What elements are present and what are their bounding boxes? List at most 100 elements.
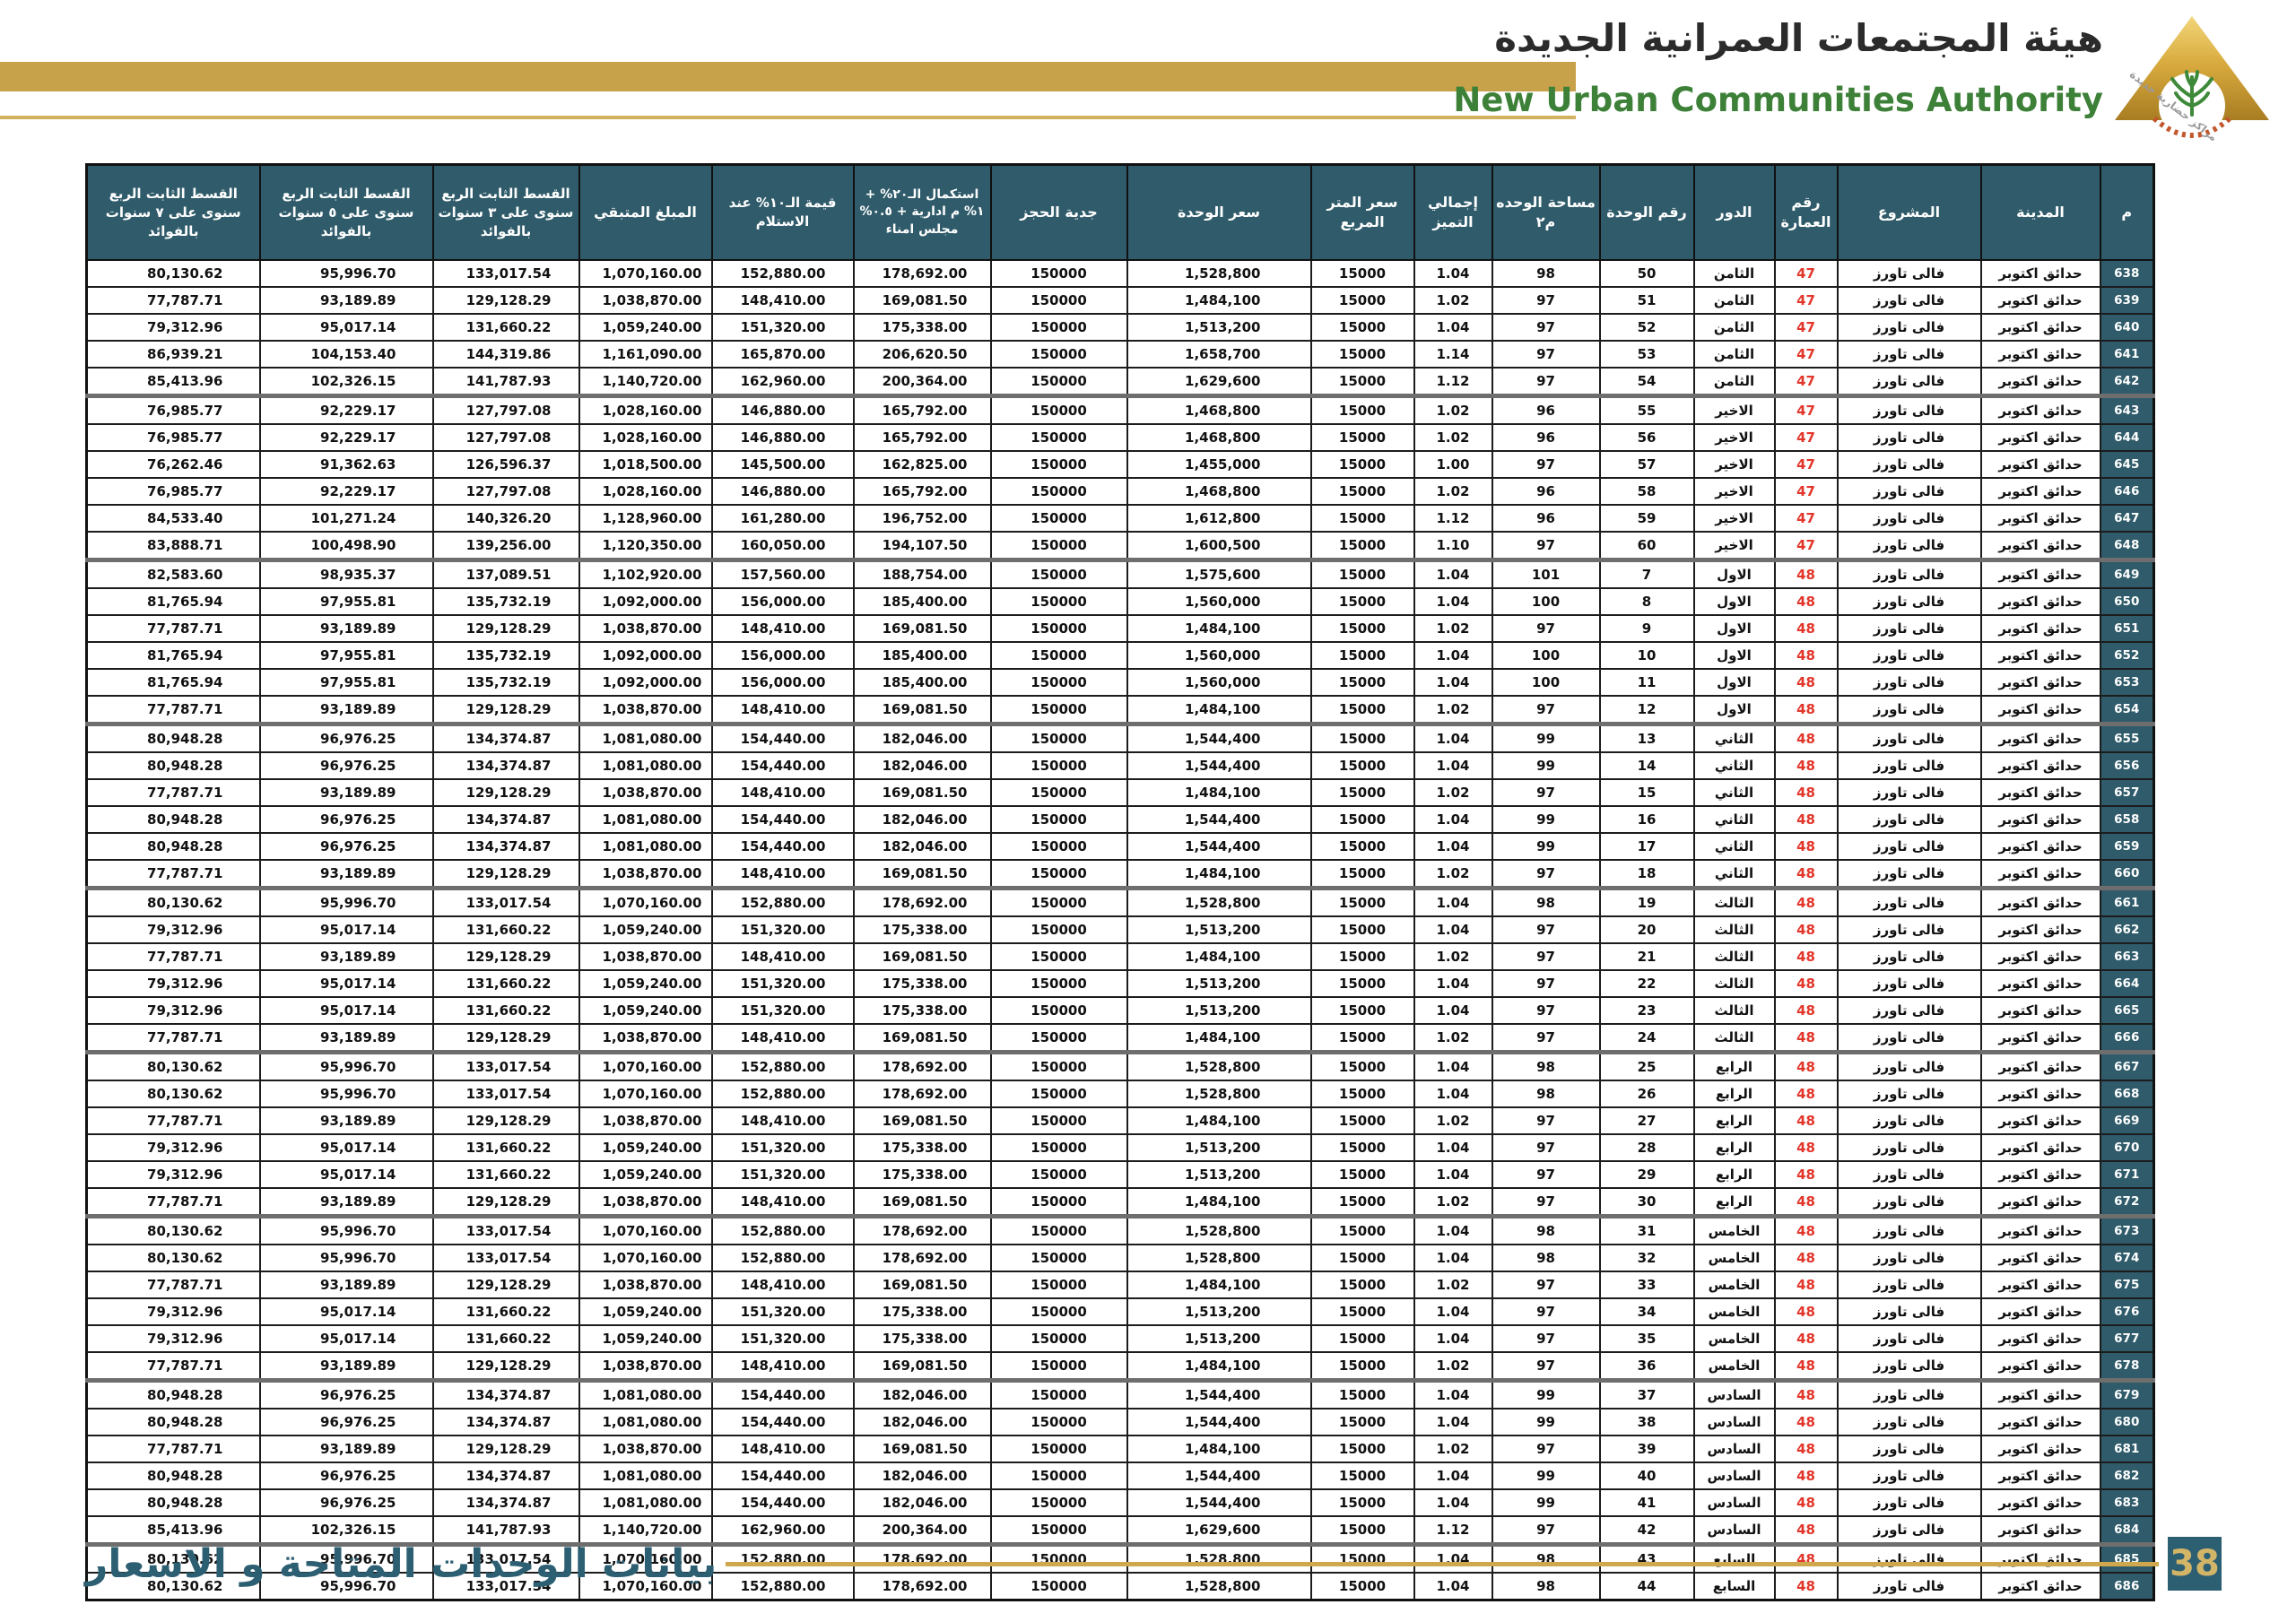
cell-booking: 150000: [989, 286, 1128, 315]
cell-unit_price: 1,629,600: [1126, 1515, 1312, 1546]
cell-building: 48: [1773, 1378, 1839, 1409]
cell-on_delivery: 146,880.00: [710, 423, 855, 452]
cell-inst7: 77,787.71: [85, 695, 261, 725]
cell-floor: الرابع: [1692, 1080, 1776, 1108]
cell-unit_no: 42: [1598, 1515, 1695, 1546]
cell-remaining: 1,070,160.00: [578, 1244, 713, 1272]
cell-remaining: 1,070,160.00: [578, 886, 713, 917]
cell-on_delivery: 157,560.00: [710, 558, 855, 589]
table-row: 649 حدائق اكتوبر فالى تاورز 48 الاول 7 101 1.04…: [85, 558, 2155, 589]
cell-on_delivery: 151,320.00: [710, 996, 855, 1025]
cell-remaining: 1,070,160.00: [578, 1050, 713, 1081]
cell-unit_no: 44: [1598, 1572, 1695, 1601]
cell-city: حدائق اكتوبر: [1979, 450, 2101, 479]
cell-inst3: 131,660.22: [431, 1297, 580, 1326]
cell-m: 670: [2099, 1133, 2155, 1162]
cell-completion: 196,752.00: [852, 504, 992, 533]
cell-city: حدائق اكتوبر: [1979, 1271, 2101, 1299]
table-row: 640 حدائق اكتوبر فالى تاورز 47 الثامن 52 97 1.0…: [85, 313, 2155, 342]
cell-inst7: 77,787.71: [85, 1351, 261, 1382]
cell-city: حدائق اكتوبر: [1979, 915, 2101, 944]
cell-building: 48: [1773, 1133, 1839, 1162]
cell-inst7: 83,888.71: [85, 531, 261, 561]
cell-building: 48: [1773, 942, 1839, 971]
cell-remaining: 1,092,000.00: [578, 641, 713, 670]
cell-sqm_price: 15000: [1309, 1351, 1415, 1382]
cell-area: 97: [1491, 1187, 1601, 1218]
cell-booking: 150000: [989, 996, 1128, 1025]
cell-unit_no: 58: [1598, 477, 1695, 506]
authority-title-arabic: هيئة المجتمعات العمرانية الجديدة: [1494, 16, 2103, 60]
cell-inst3: 133,017.54: [431, 1080, 580, 1108]
cell-completion: 169,081.50: [852, 286, 992, 315]
cell-unit_no: 56: [1598, 423, 1695, 452]
cell-remaining: 1,028,160.00: [578, 394, 713, 425]
cell-on_delivery: 161,280.00: [710, 504, 855, 533]
cell-area: 97: [1491, 313, 1601, 342]
cell-unit_no: 54: [1598, 367, 1695, 397]
cell-floor: الاول: [1692, 668, 1776, 697]
cell-building: 48: [1773, 1488, 1839, 1517]
cell-completion: 182,046.00: [852, 1408, 992, 1436]
cell-premium: 1.04: [1413, 832, 1493, 861]
cell-unit_price: 1,544,400: [1126, 1488, 1312, 1517]
cell-sqm_price: 15000: [1309, 614, 1415, 643]
cell-inst5: 93,189.89: [258, 778, 434, 807]
cell-completion: 175,338.00: [852, 915, 992, 944]
column-header-unit_no: رقم الوحدة: [1598, 163, 1695, 261]
cell-city: حدائق اكتوبر: [1979, 1160, 2101, 1189]
cell-area: 97: [1491, 1271, 1601, 1299]
cell-floor: الثالث: [1692, 969, 1776, 998]
cell-remaining: 1,070,160.00: [578, 1572, 713, 1601]
cell-inst7: 77,787.71: [85, 286, 261, 315]
cell-area: 97: [1491, 1297, 1601, 1326]
cell-floor: الرابع: [1692, 1187, 1776, 1218]
cell-floor: الاول: [1692, 695, 1776, 725]
cell-floor: الثاني: [1692, 859, 1776, 889]
cell-sqm_price: 15000: [1309, 286, 1415, 315]
cell-floor: الثامن: [1692, 367, 1776, 397]
cell-city: حدائق اكتوبر: [1979, 423, 2101, 452]
cell-completion: 175,338.00: [852, 1324, 992, 1353]
table-row: 674 حدائق اكتوبر فالى تاورز 48 الخامس 32 98 1.0…: [85, 1244, 2155, 1272]
cell-floor: الاخير: [1692, 394, 1776, 425]
cell-floor: الاخير: [1692, 477, 1776, 506]
cell-unit_no: 7: [1598, 558, 1695, 589]
cell-on_delivery: 152,880.00: [710, 1050, 855, 1081]
cell-inst7: 77,787.71: [85, 778, 261, 807]
cell-inst3: 133,017.54: [431, 1214, 580, 1245]
cell-remaining: 1,038,870.00: [578, 1106, 713, 1135]
cell-premium: 1.02: [1413, 1187, 1493, 1218]
cell-inst7: 85,413.96: [85, 367, 261, 397]
cell-m: 640: [2099, 313, 2155, 342]
cell-completion: 165,792.00: [852, 423, 992, 452]
cell-sqm_price: 15000: [1309, 996, 1415, 1025]
cell-area: 97: [1491, 1106, 1601, 1135]
cell-remaining: 1,038,870.00: [578, 942, 713, 971]
cell-city: حدائق اكتوبر: [1979, 1214, 2101, 1245]
column-header-sqm_price: سعر المتر المربع: [1309, 163, 1415, 261]
cell-unit_no: 19: [1598, 886, 1695, 917]
cell-project: فالى تاورز: [1836, 1244, 1982, 1272]
cell-city: حدائق اكتوبر: [1979, 1488, 2101, 1517]
cell-floor: الثامن: [1692, 340, 1776, 369]
cell-floor: الاول: [1692, 614, 1776, 643]
cell-area: 97: [1491, 915, 1601, 944]
cell-remaining: 1,092,000.00: [578, 668, 713, 697]
cell-sqm_price: 15000: [1309, 1271, 1415, 1299]
cell-sqm_price: 15000: [1309, 1515, 1415, 1546]
cell-building: 47: [1773, 477, 1839, 506]
cell-city: حدائق اكتوبر: [1979, 751, 2101, 780]
cell-sqm_price: 15000: [1309, 1488, 1415, 1517]
cell-m: 644: [2099, 423, 2155, 452]
table-row: 647 حدائق اكتوبر فالى تاورز 47 الاخير 59 96 1.1…: [85, 504, 2155, 533]
cell-remaining: 1,140,720.00: [578, 367, 713, 397]
cell-sqm_price: 15000: [1309, 313, 1415, 342]
cell-building: 48: [1773, 751, 1839, 780]
cell-city: حدائق اكتوبر: [1979, 1378, 2101, 1409]
cell-inst5: 95,996.70: [258, 1572, 434, 1601]
cell-on_delivery: 151,320.00: [710, 915, 855, 944]
cell-remaining: 1,038,870.00: [578, 1271, 713, 1299]
cell-inst7: 77,787.71: [85, 859, 261, 889]
cell-city: حدائق اكتوبر: [1979, 558, 2101, 589]
